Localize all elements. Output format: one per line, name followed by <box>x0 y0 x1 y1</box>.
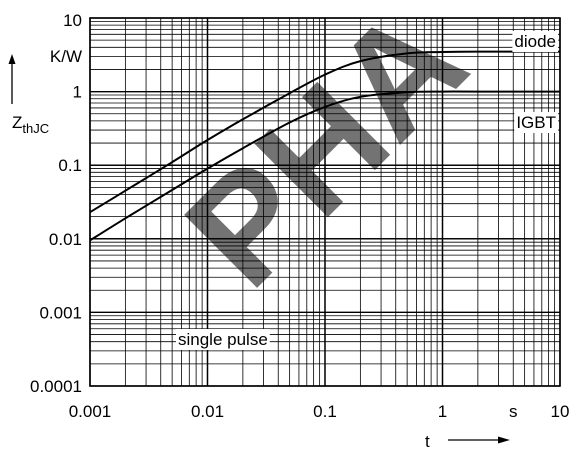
y-axis-label-main: Z <box>12 113 22 132</box>
y-axis-label: ZthJC <box>12 113 49 136</box>
y-tick-label: 0.0001 <box>30 377 82 396</box>
curve-igbt <box>89 90 560 242</box>
x-tick-label: 0.01 <box>191 402 224 421</box>
x-tick-label: 0.001 <box>69 402 112 421</box>
x-axis-arrowhead <box>498 436 510 444</box>
x-tick-label: 1 <box>438 402 447 421</box>
curve-diode <box>89 50 560 214</box>
grid <box>89 17 561 387</box>
igbt-label-bg <box>514 112 558 133</box>
curves <box>89 50 560 242</box>
series-label-igbt: IGBT <box>516 113 556 132</box>
x-unit-bg <box>505 400 522 422</box>
y-tick-label: 0.001 <box>39 303 82 322</box>
x-tick-label: 10 <box>551 402 570 421</box>
y-axis-arrowhead <box>8 54 16 64</box>
y-tick-label: 0.01 <box>49 230 82 249</box>
plot-frame <box>89 17 561 387</box>
x-axis-label: t <box>425 432 430 451</box>
x-tick-label: 0.1 <box>313 402 337 421</box>
x-unit: s <box>509 402 518 421</box>
x-tick-labels: 0.001 0.01 0.1 1 10 <box>69 402 570 421</box>
diode-label-bg <box>512 31 558 52</box>
y-tick-label: 1 <box>73 83 82 102</box>
y-tick-labels: 0.0001 0.001 0.01 0.1 1 10 <box>30 11 82 396</box>
annotation-bg <box>176 329 270 350</box>
y-axis-label-sub: thJC <box>22 121 49 136</box>
annotation-single-pulse: single pulse <box>178 330 268 349</box>
y-unit: K/W <box>50 47 82 66</box>
series-label-diode: diode <box>514 32 556 51</box>
y-tick-label: 10 <box>63 11 82 30</box>
y-tick-label: 0.1 <box>58 156 82 175</box>
